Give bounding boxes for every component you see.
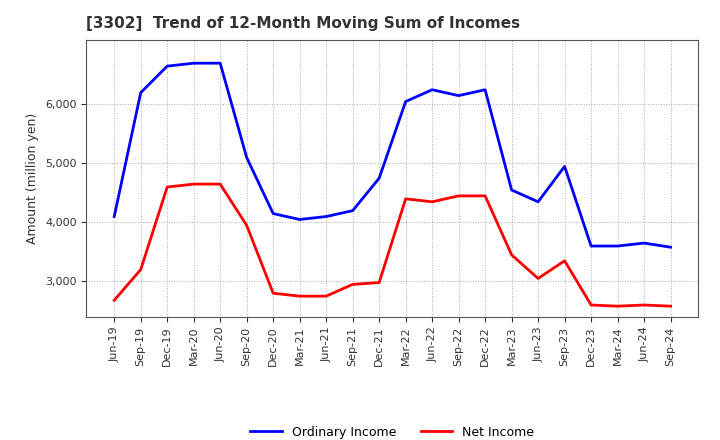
Ordinary Income	[243, 155, 251, 160]
Ordinary Income	[401, 99, 410, 104]
Ordinary Income	[587, 243, 595, 249]
Net Income	[587, 302, 595, 308]
Net Income	[295, 293, 304, 299]
Ordinary Income	[163, 63, 171, 69]
Ordinary Income	[136, 90, 145, 95]
Line: Net Income: Net Income	[114, 184, 670, 306]
Net Income	[428, 199, 436, 205]
Net Income	[136, 267, 145, 272]
Legend: Ordinary Income, Net Income: Ordinary Income, Net Income	[246, 421, 539, 440]
Net Income	[401, 196, 410, 202]
Net Income	[189, 181, 198, 187]
Net Income	[640, 302, 649, 308]
Ordinary Income	[110, 214, 119, 219]
Net Income	[613, 304, 622, 309]
Text: [3302]  Trend of 12-Month Moving Sum of Incomes: [3302] Trend of 12-Month Moving Sum of I…	[86, 16, 521, 32]
Ordinary Income	[613, 243, 622, 249]
Net Income	[110, 297, 119, 303]
Net Income	[163, 184, 171, 190]
Net Income	[481, 193, 490, 198]
Net Income	[269, 290, 277, 296]
Net Income	[454, 193, 463, 198]
Ordinary Income	[640, 240, 649, 246]
Ordinary Income	[481, 87, 490, 92]
Ordinary Income	[375, 176, 384, 181]
Net Income	[243, 223, 251, 228]
Ordinary Income	[534, 199, 542, 205]
Net Income	[216, 181, 225, 187]
Net Income	[666, 304, 675, 309]
Net Income	[375, 280, 384, 285]
Line: Ordinary Income: Ordinary Income	[114, 63, 670, 247]
Ordinary Income	[189, 61, 198, 66]
Ordinary Income	[560, 164, 569, 169]
Net Income	[348, 282, 357, 287]
Ordinary Income	[508, 187, 516, 193]
Net Income	[508, 252, 516, 257]
Ordinary Income	[322, 214, 330, 219]
Ordinary Income	[269, 211, 277, 216]
Ordinary Income	[348, 208, 357, 213]
Net Income	[322, 293, 330, 299]
Ordinary Income	[454, 93, 463, 98]
Ordinary Income	[428, 87, 436, 92]
Net Income	[560, 258, 569, 264]
Y-axis label: Amount (million yen): Amount (million yen)	[27, 113, 40, 244]
Ordinary Income	[666, 245, 675, 250]
Ordinary Income	[295, 217, 304, 222]
Ordinary Income	[216, 61, 225, 66]
Net Income	[534, 276, 542, 281]
